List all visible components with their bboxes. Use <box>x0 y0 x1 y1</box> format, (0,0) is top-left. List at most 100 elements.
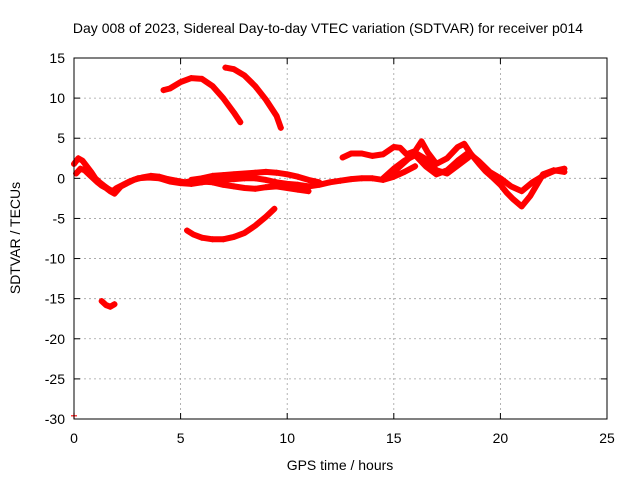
x-tick-label: 10 <box>279 430 295 446</box>
y-tick-label: 5 <box>57 130 65 146</box>
data-point <box>102 184 109 191</box>
y-tick-label: 15 <box>49 50 65 66</box>
data-point <box>305 188 312 195</box>
data-point <box>198 234 205 241</box>
y-tick-label: -10 <box>45 251 65 267</box>
series-trace <box>390 149 472 177</box>
data-point <box>230 66 237 73</box>
x-tick-label: 5 <box>177 430 185 446</box>
data-point <box>230 109 237 116</box>
data-point <box>433 167 440 174</box>
data-point <box>497 181 504 188</box>
data-point <box>98 298 105 305</box>
data-point <box>164 176 171 183</box>
series-main-band-c <box>188 168 323 186</box>
data-point <box>412 149 419 156</box>
data-point <box>339 154 346 161</box>
data-point <box>397 144 404 151</box>
data-point <box>518 203 525 210</box>
y-tick-label: 0 <box>57 170 65 186</box>
data-point <box>461 140 468 147</box>
data-point <box>454 162 461 169</box>
x-tick-label: 25 <box>599 430 615 446</box>
data-point <box>401 159 408 166</box>
data-point <box>166 85 173 92</box>
plot-frame <box>73 57 608 420</box>
data-point <box>380 151 387 158</box>
y-tick-label: 10 <box>49 90 65 106</box>
data-point <box>107 303 114 310</box>
data-point <box>124 180 131 187</box>
data-point <box>262 168 269 175</box>
data-point <box>529 179 536 186</box>
data-point <box>222 64 229 71</box>
data-point <box>380 175 387 182</box>
data-point <box>94 179 101 186</box>
data-point <box>198 75 205 82</box>
data-point <box>98 182 105 189</box>
data-point <box>241 170 248 177</box>
data-point <box>241 229 248 236</box>
data-point <box>465 154 472 161</box>
data-point <box>418 138 425 145</box>
y-axis-label: SDTVAR / TECUs <box>7 182 23 294</box>
data-point <box>277 124 284 131</box>
x-tick-label: 0 <box>70 430 78 446</box>
data-point <box>111 190 118 197</box>
data-point <box>173 177 180 184</box>
data-point <box>77 165 84 172</box>
y-tick-label: -5 <box>53 210 66 226</box>
data-point <box>188 75 195 82</box>
data-point <box>117 183 124 190</box>
data-point <box>209 172 216 179</box>
series-upper-arc-right <box>222 64 284 131</box>
data-point <box>156 173 163 180</box>
data-point <box>401 168 408 175</box>
data-point <box>424 149 431 156</box>
data-point <box>508 183 515 190</box>
y-tick-label: -15 <box>45 291 65 307</box>
data-point <box>230 233 237 240</box>
data-point <box>209 179 216 186</box>
data-point <box>220 181 227 188</box>
data-point <box>102 302 109 309</box>
chart-title: Day 008 of 2023, Sidereal Day-to-day VTE… <box>73 20 583 36</box>
data-point <box>220 236 227 243</box>
x-tick-label: 20 <box>493 430 509 446</box>
y-tick-label: -20 <box>45 331 65 347</box>
data-point <box>181 179 188 186</box>
data-point <box>454 144 461 151</box>
data-point <box>209 236 216 243</box>
data-point <box>262 184 269 191</box>
data-point <box>252 83 259 90</box>
data-point <box>209 83 216 90</box>
data-point <box>294 173 301 180</box>
data-marks <box>71 64 568 419</box>
data-point <box>348 150 355 157</box>
data-point <box>358 150 365 157</box>
data-point <box>561 165 568 172</box>
data-point <box>273 183 280 190</box>
data-point <box>107 188 114 195</box>
data-point <box>85 171 92 178</box>
data-point <box>284 171 291 178</box>
series-trace <box>184 205 278 243</box>
data-point <box>220 172 227 179</box>
data-point <box>369 152 376 159</box>
data-point <box>527 192 534 199</box>
data-point <box>369 175 376 182</box>
data-point <box>486 168 493 175</box>
y-tick-label: -25 <box>45 371 65 387</box>
data-point <box>390 168 397 175</box>
series-main-band-b <box>73 165 312 197</box>
data-point <box>188 176 195 183</box>
data-point <box>79 157 86 164</box>
data-point <box>262 176 269 183</box>
data-point <box>111 301 118 308</box>
data-point <box>262 213 269 220</box>
data-point <box>130 176 137 183</box>
data-point <box>183 227 190 234</box>
data-point <box>177 79 184 86</box>
data-point <box>422 156 429 163</box>
